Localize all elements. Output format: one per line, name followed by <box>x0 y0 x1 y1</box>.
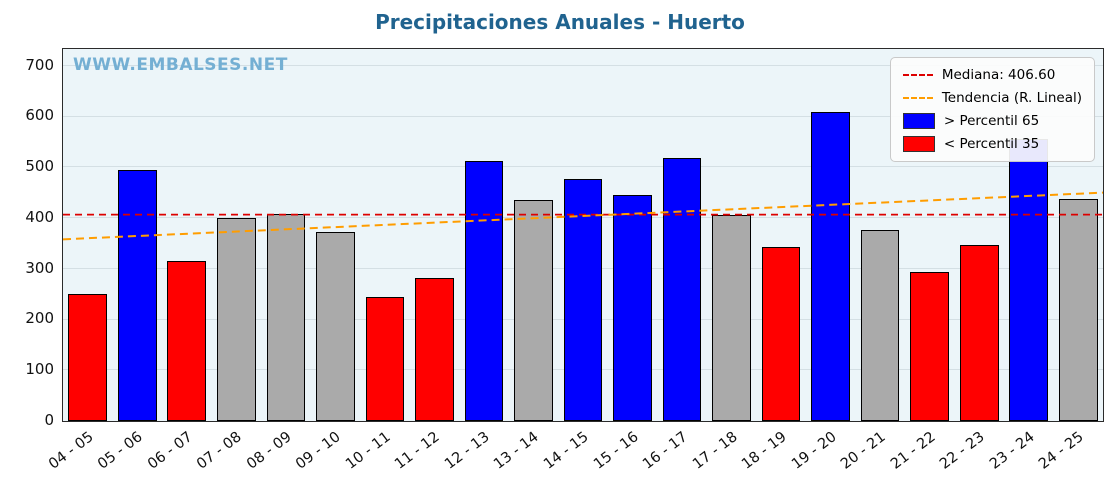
legend-label: Mediana: 406.60 <box>941 67 1056 83</box>
legend-label: < Percentil 35 <box>943 136 1040 152</box>
gridline <box>63 115 1103 117</box>
y-tick-label-300: 300 <box>25 258 54 277</box>
bar-09-10 <box>316 232 355 421</box>
bar-24-25 <box>1058 199 1098 421</box>
trend-dashed-line-icon <box>902 97 933 99</box>
bar-08-09 <box>266 213 306 421</box>
y-tick-label-400: 400 <box>25 207 54 226</box>
bar-13-14 <box>514 200 553 421</box>
chart-title: Precipitaciones Anuales - Huerto <box>375 10 745 34</box>
y-tick-label-700: 700 <box>25 55 54 74</box>
legend-item-mediana: Mediana: 406.60 <box>902 67 1082 83</box>
bar-05-06 <box>117 169 157 421</box>
bar-07-08 <box>217 218 256 421</box>
bar-22-23 <box>959 245 999 421</box>
legend: Mediana: 406.60 Tendencia (R. Lineal) > … <box>889 57 1095 162</box>
bar-17-18 <box>712 215 751 421</box>
legend-item-percentil-35: < Percentil 35 <box>902 136 1082 152</box>
gridline <box>63 166 1103 168</box>
y-tick-label-200: 200 <box>25 309 54 328</box>
bar-04-05 <box>68 294 108 421</box>
bar-11-12 <box>415 277 454 421</box>
median-dashed-line-icon <box>902 74 933 76</box>
y-tick-label-100: 100 <box>25 360 54 379</box>
legend-label: Tendencia (R. Lineal) <box>941 90 1082 106</box>
bar-12-13 <box>464 160 504 421</box>
bar-15-16 <box>613 194 652 421</box>
legend-item-tendencia: Tendencia (R. Lineal) <box>902 90 1082 106</box>
y-tick-label-600: 600 <box>25 106 54 125</box>
bar-10-11 <box>365 296 405 421</box>
red-bar-swatch-icon <box>902 136 935 152</box>
gridline <box>63 64 1103 66</box>
bar-20-21 <box>860 229 900 421</box>
bar-16-17 <box>662 158 702 421</box>
bar-23-24 <box>1009 139 1049 421</box>
y-tick-label-500: 500 <box>25 157 54 176</box>
plot-area: WWW.EMBALSES.NET Mediana: 406.60 Tendenc… <box>62 48 1104 422</box>
blue-bar-swatch-icon <box>902 113 935 129</box>
bar-18-19 <box>761 247 801 421</box>
legend-item-percentil-65: > Percentil 65 <box>902 113 1082 129</box>
bar-06-07 <box>167 261 207 421</box>
bar-21-22 <box>910 271 949 421</box>
watermark: WWW.EMBALSES.NET <box>73 55 288 75</box>
bar-19-20 <box>811 112 850 421</box>
legend-label: > Percentil 65 <box>943 113 1040 129</box>
bar-14-15 <box>563 178 603 421</box>
y-tick-label-0: 0 <box>44 411 54 429</box>
